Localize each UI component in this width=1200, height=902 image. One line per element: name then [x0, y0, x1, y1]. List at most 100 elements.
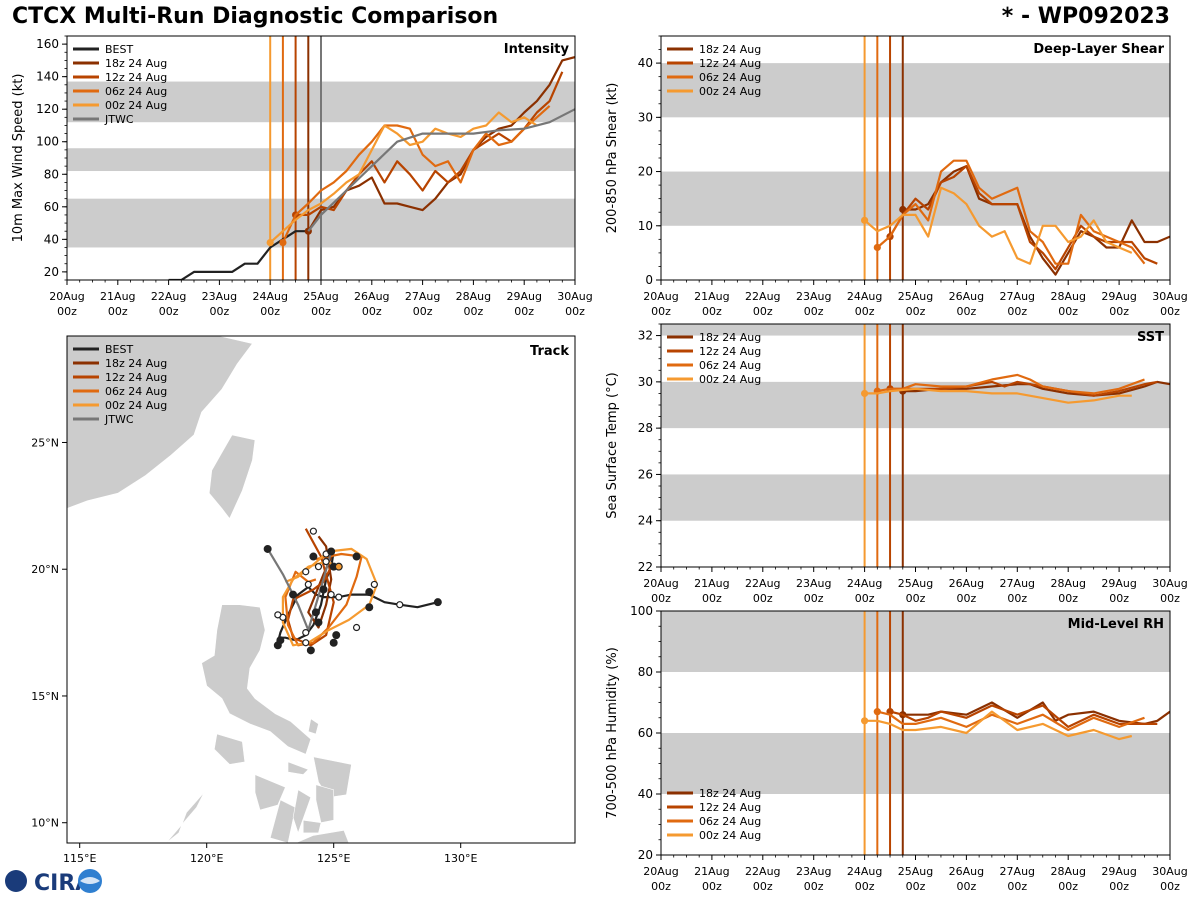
x-tick-label: 00z: [702, 305, 722, 318]
landmass-panay: [254, 774, 286, 811]
band-1: [661, 611, 1170, 672]
series-line: [864, 387, 1132, 404]
x-tick-label: 00z: [1007, 880, 1027, 893]
legend-label: 06z 24 Aug: [699, 71, 761, 84]
panel-title: Mid-Level RH: [1068, 617, 1164, 632]
x-tick-label: 00z: [413, 305, 433, 318]
track-position-dot: [309, 552, 318, 561]
x-tick-label: 00z: [1007, 592, 1027, 605]
track-position-dot: [309, 527, 317, 535]
y-axis-label: 10m Max Wind Speed (kt): [11, 74, 26, 243]
legend-label: 00z 24 Aug: [699, 829, 761, 842]
x-tick-label: 28Aug: [456, 290, 491, 303]
x-tick-label: 00z: [464, 305, 484, 318]
track-position-dot: [304, 580, 312, 589]
x-tick-label: 29Aug: [1101, 865, 1136, 878]
series-group: [861, 701, 1170, 741]
x-tick-label: 30Aug: [1152, 577, 1187, 590]
x-tick-label: 20Aug: [643, 577, 678, 590]
panel-title: SST: [1137, 330, 1164, 345]
x-tick-label: 23Aug: [202, 290, 237, 303]
y-tick-label: 40: [44, 232, 59, 246]
x-tick-label: 00z: [1109, 880, 1129, 893]
series-group: [861, 373, 1170, 404]
y-tick-label: 120: [36, 102, 59, 116]
y-tick-label: 100: [36, 135, 59, 149]
landmass-mindoro: [213, 733, 246, 765]
track-position-dot: [370, 580, 378, 589]
x-tick-label: 00z: [753, 592, 773, 605]
y-tick-label: 40: [638, 787, 653, 801]
legend-label: 06z 24 Aug: [699, 359, 761, 372]
track-position-dot: [306, 646, 315, 655]
x-tick-label: 00z: [651, 592, 671, 605]
x-tick-label: 00z: [957, 592, 977, 605]
track-position-dot: [334, 562, 343, 571]
landmass-china-coast: [67, 336, 253, 509]
series-group: [861, 159, 1170, 276]
track-position-dot: [433, 598, 442, 607]
track-lines: [263, 527, 442, 655]
x-tick-label: 20Aug: [643, 865, 678, 878]
legend-label: 12z 24 Aug: [699, 57, 761, 70]
x-tick-label: 23Aug: [796, 577, 831, 590]
landmass-negros: [269, 799, 296, 843]
legend-label: 18z 24 Aug: [105, 357, 167, 370]
landmass-palawan: [165, 792, 205, 843]
series-line: [876, 159, 1146, 265]
track-position-dot: [302, 628, 310, 637]
x-tick-label: 00z: [804, 592, 824, 605]
series-line: [864, 710, 1133, 741]
y-tick-label: 30: [638, 375, 653, 389]
x-tick-label: 28Aug: [1050, 865, 1085, 878]
y-tick-label: 40: [638, 56, 653, 70]
x-tick-label: 00z: [159, 305, 179, 318]
land-layer: [67, 336, 352, 843]
legend-label: 18z 24 Aug: [105, 57, 167, 70]
x-tick-label: 00z: [362, 305, 382, 318]
x-tick-label: 27Aug: [405, 290, 440, 303]
panel-sst: 22 24 26 28 30 32 20Aug 00z 21Aug 00z 22Aug 00z 23Au…: [605, 323, 1188, 605]
x-tick-label: 22Aug: [745, 290, 780, 303]
y-tick-label: 24: [638, 514, 653, 528]
page-title: CTCX Multi-Run Diagnostic Comparison: [12, 4, 499, 29]
track-position-dot: [302, 639, 310, 647]
series-line: [902, 701, 1170, 726]
y-tick-label: 80: [638, 665, 653, 679]
x-tick-label: 30Aug: [1152, 865, 1187, 878]
track-position-dot: [365, 588, 374, 597]
x-tick-label: 00z: [108, 305, 128, 318]
track-position-dot: [263, 544, 272, 553]
y-tick-label: 32: [638, 329, 653, 343]
x-tick-label: 00z: [260, 305, 280, 318]
landmass-bohol: [302, 819, 322, 834]
legend-label: 12z 24 Aug: [699, 801, 761, 814]
x-tick-label: 21Aug: [694, 290, 729, 303]
series-line: [307, 56, 575, 232]
x-tick-label: 26Aug: [354, 290, 389, 303]
x-tick-label: 20Aug: [643, 290, 678, 303]
panel-title: Track: [530, 344, 569, 359]
legend-label: JTWC: [104, 113, 134, 126]
track-position-dot: [332, 631, 341, 640]
band-0: [661, 474, 1170, 521]
series-line: [863, 186, 1133, 265]
series-line: [307, 108, 575, 232]
y-axis-label: Sea Surface Temp (°C): [605, 372, 620, 519]
landmass-leyte: [315, 784, 335, 824]
track-position-dot: [273, 641, 282, 650]
track-position-dot: [327, 547, 336, 556]
legend-label: 00z 24 Aug: [105, 399, 167, 412]
axes-frame: [66, 335, 576, 844]
y-axis-label: 700-500 hPa Humidity (%): [605, 647, 620, 819]
track-position-dot: [396, 601, 404, 609]
x-tick-label: 25Aug: [303, 290, 338, 303]
track-position-dot: [314, 563, 323, 571]
x-tick-label: 29Aug: [1101, 577, 1136, 590]
track-position-dot: [335, 593, 343, 601]
y-tick-label: 160: [36, 37, 59, 51]
y-tick-label: 20: [638, 165, 653, 179]
series-start-dot: [861, 717, 869, 725]
landmass-mindanao: [295, 829, 350, 843]
